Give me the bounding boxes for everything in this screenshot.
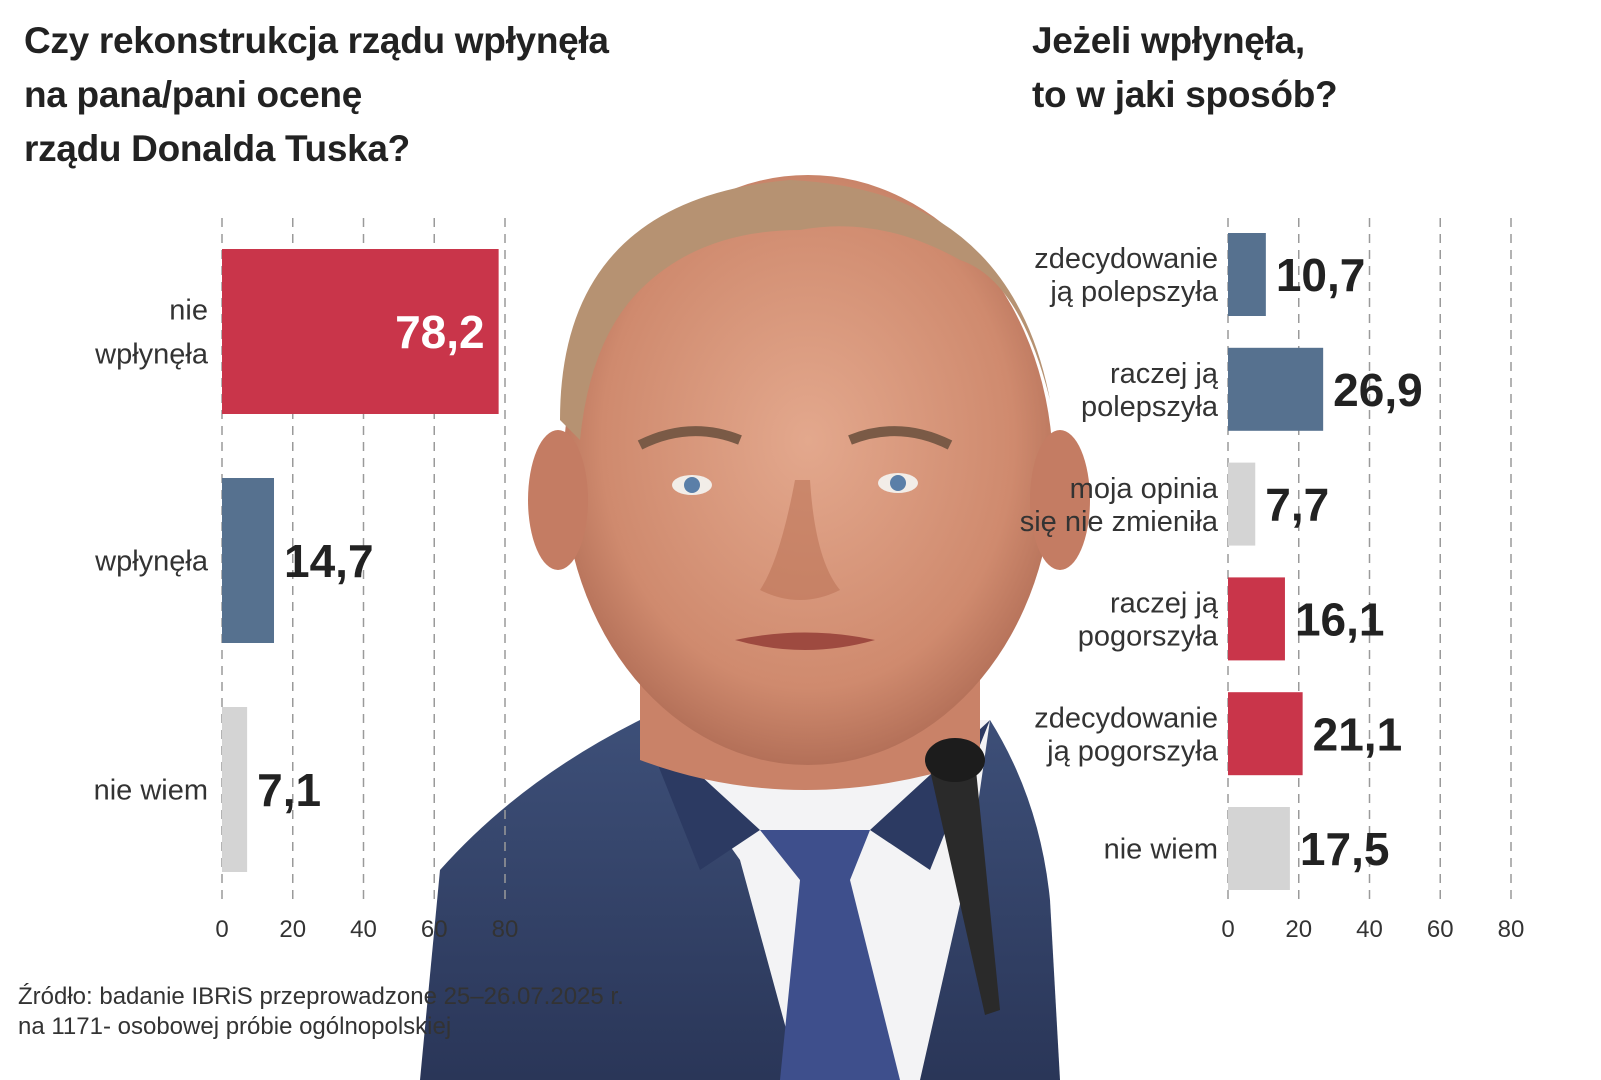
right-category-label: polepszyła — [1081, 391, 1219, 423]
right-title-line-2: to w jaki sposób? — [1032, 74, 1338, 115]
left-bar — [222, 249, 499, 414]
right-tick-label: 40 — [1356, 916, 1383, 943]
right-category-label: nie wiem — [1104, 834, 1218, 866]
left-title-line-3: rządu Donalda Tuska? — [24, 128, 410, 169]
politician-portrait — [420, 175, 1090, 1080]
right-bar — [1228, 577, 1285, 661]
right-category-label: moja opinia — [1070, 473, 1219, 505]
source-line-1: Źródło: badanie IBRiS przeprowadzone 25–… — [18, 983, 624, 1010]
right-value-label: 26,9 — [1333, 364, 1423, 416]
left-bar — [222, 707, 248, 872]
right-category-label: się nie zmieniła — [1020, 506, 1219, 538]
right-category-label: zdecydowanie — [1034, 702, 1218, 734]
left-category-label: wpłynęła — [94, 546, 209, 578]
left-category-label: nie wiem — [94, 775, 208, 807]
left-category-label: wpłynęła — [94, 339, 209, 371]
right-bar — [1228, 692, 1303, 776]
left-bar — [222, 478, 275, 643]
right-chart-grid: 0 20 40 60 80 — [1221, 218, 1524, 943]
left-tick-label: 60 — [421, 916, 448, 943]
right-tick-label: 60 — [1427, 916, 1454, 943]
right-category-label: raczej ją — [1110, 358, 1219, 390]
left-value-label: 78,2 — [395, 306, 485, 358]
right-value-label: 16,1 — [1295, 593, 1385, 645]
right-bar — [1228, 347, 1324, 431]
right-category-label: ją pogorszyła — [1046, 735, 1219, 767]
right-category-label: ją polepszyła — [1049, 276, 1219, 308]
right-title-line-1: Jeżeli wpłynęła, — [1032, 20, 1305, 61]
right-category-label: raczej ją — [1110, 588, 1219, 620]
right-value-label: 17,5 — [1300, 823, 1390, 875]
right-tick-label: 20 — [1285, 916, 1312, 943]
right-bar — [1228, 807, 1290, 890]
right-value-label: 21,1 — [1313, 708, 1403, 760]
right-value-label: 10,7 — [1276, 249, 1366, 301]
left-category-label: nie — [169, 295, 208, 327]
right-category-label: pogorszyła — [1078, 621, 1219, 653]
right-category-label: zdecydowanie — [1034, 243, 1218, 275]
left-title-line-2: na pana/pani ocenę — [24, 74, 362, 115]
right-tick-label: 80 — [1498, 916, 1525, 943]
right-value-label: 7,7 — [1265, 479, 1329, 531]
right-bar — [1228, 233, 1266, 316]
left-chart-title: Czy rekonstrukcja rządu wpłynęła na pana… — [24, 14, 609, 176]
left-tick-label: 20 — [279, 916, 306, 943]
left-title-line-1: Czy rekonstrukcja rządu wpłynęła — [24, 20, 609, 61]
left-tick-label: 80 — [492, 916, 519, 943]
right-chart-title: Jeżeli wpłynęła, to w jaki sposób? — [1032, 14, 1338, 122]
left-tick-label: 0 — [215, 916, 228, 943]
source-note: Źródło: badanie IBRiS przeprowadzone 25–… — [18, 982, 624, 1042]
left-value-label: 7,1 — [257, 764, 321, 816]
right-bar — [1228, 462, 1256, 546]
left-chart-bars: 78,2 nie wpłynęła 14,7 wpłynęła 7,1 nie wiem — [94, 249, 499, 872]
source-line-2: na 1171- osobowej próbie ogólnopolskiej — [18, 1013, 452, 1040]
left-tick-label: 40 — [350, 916, 377, 943]
left-value-label: 14,7 — [284, 535, 374, 587]
right-tick-label: 0 — [1221, 916, 1234, 943]
